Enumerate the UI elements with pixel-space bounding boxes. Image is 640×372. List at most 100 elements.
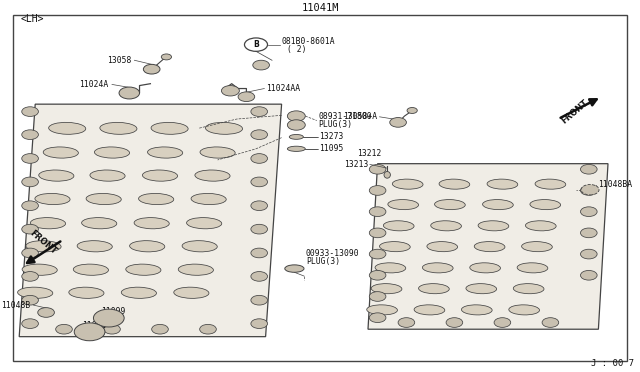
Circle shape bbox=[251, 154, 268, 163]
Ellipse shape bbox=[134, 218, 169, 229]
Text: 11024A: 11024A bbox=[79, 80, 109, 89]
Text: 13058+A: 13058+A bbox=[344, 112, 378, 121]
Ellipse shape bbox=[200, 147, 235, 158]
Ellipse shape bbox=[522, 241, 552, 252]
Circle shape bbox=[161, 54, 172, 60]
Ellipse shape bbox=[371, 283, 402, 294]
Ellipse shape bbox=[126, 264, 161, 275]
Ellipse shape bbox=[22, 264, 57, 275]
Circle shape bbox=[22, 248, 38, 258]
Circle shape bbox=[22, 224, 38, 234]
Ellipse shape bbox=[435, 199, 465, 210]
Ellipse shape bbox=[380, 241, 410, 252]
Ellipse shape bbox=[148, 147, 182, 158]
Circle shape bbox=[580, 228, 597, 238]
FancyBboxPatch shape bbox=[13, 15, 627, 361]
Ellipse shape bbox=[383, 221, 414, 231]
Text: (INT): (INT) bbox=[82, 328, 106, 337]
Circle shape bbox=[398, 318, 415, 327]
Ellipse shape bbox=[367, 305, 397, 315]
Circle shape bbox=[369, 292, 386, 301]
Ellipse shape bbox=[139, 193, 173, 205]
Text: 11099: 11099 bbox=[101, 307, 125, 316]
Text: 13273: 13273 bbox=[319, 132, 344, 141]
Circle shape bbox=[22, 272, 38, 281]
Circle shape bbox=[22, 201, 38, 211]
Circle shape bbox=[200, 324, 216, 334]
Text: (EXH): (EXH) bbox=[101, 314, 125, 323]
Ellipse shape bbox=[39, 170, 74, 181]
Circle shape bbox=[251, 201, 268, 211]
Ellipse shape bbox=[44, 147, 78, 158]
Circle shape bbox=[369, 164, 386, 174]
Ellipse shape bbox=[466, 283, 497, 294]
Circle shape bbox=[494, 318, 511, 327]
Circle shape bbox=[251, 224, 268, 234]
Ellipse shape bbox=[18, 287, 52, 298]
Circle shape bbox=[22, 154, 38, 163]
Ellipse shape bbox=[419, 283, 449, 294]
Circle shape bbox=[251, 177, 268, 187]
Text: FRONT: FRONT bbox=[28, 229, 58, 256]
Circle shape bbox=[253, 60, 269, 70]
Text: PLUG(3): PLUG(3) bbox=[319, 120, 353, 129]
Circle shape bbox=[581, 185, 599, 195]
Ellipse shape bbox=[31, 218, 65, 229]
Circle shape bbox=[38, 308, 54, 317]
Circle shape bbox=[104, 324, 120, 334]
Ellipse shape bbox=[100, 122, 137, 134]
Ellipse shape bbox=[525, 221, 556, 231]
Circle shape bbox=[580, 249, 597, 259]
Circle shape bbox=[251, 107, 268, 116]
Ellipse shape bbox=[191, 193, 226, 205]
Ellipse shape bbox=[179, 264, 213, 275]
Ellipse shape bbox=[388, 199, 419, 210]
Ellipse shape bbox=[182, 241, 217, 252]
Ellipse shape bbox=[487, 179, 518, 189]
Text: 13213: 13213 bbox=[344, 160, 368, 169]
Circle shape bbox=[287, 120, 305, 130]
Ellipse shape bbox=[422, 263, 453, 273]
Ellipse shape bbox=[470, 263, 500, 273]
Circle shape bbox=[74, 323, 105, 341]
Ellipse shape bbox=[95, 147, 129, 158]
Circle shape bbox=[152, 324, 168, 334]
Text: 11048B: 11048B bbox=[1, 301, 31, 310]
Ellipse shape bbox=[513, 283, 544, 294]
Ellipse shape bbox=[287, 146, 305, 151]
Circle shape bbox=[22, 177, 38, 187]
Ellipse shape bbox=[431, 221, 461, 231]
Text: 11024AA: 11024AA bbox=[266, 84, 300, 93]
Circle shape bbox=[369, 270, 386, 280]
Circle shape bbox=[580, 270, 597, 280]
Ellipse shape bbox=[49, 122, 86, 134]
Ellipse shape bbox=[517, 263, 548, 273]
Circle shape bbox=[542, 318, 559, 327]
Ellipse shape bbox=[26, 241, 61, 252]
Ellipse shape bbox=[195, 170, 230, 181]
Ellipse shape bbox=[143, 170, 177, 181]
Circle shape bbox=[119, 87, 140, 99]
Circle shape bbox=[143, 64, 160, 74]
Ellipse shape bbox=[289, 134, 303, 139]
Circle shape bbox=[221, 86, 239, 96]
Ellipse shape bbox=[82, 218, 116, 229]
Circle shape bbox=[390, 118, 406, 127]
Ellipse shape bbox=[187, 218, 221, 229]
Circle shape bbox=[251, 130, 268, 140]
Ellipse shape bbox=[77, 241, 112, 252]
Text: <LH>: <LH> bbox=[20, 14, 44, 23]
Circle shape bbox=[580, 186, 597, 195]
Text: 11041M: 11041M bbox=[301, 3, 339, 13]
Circle shape bbox=[251, 248, 268, 258]
Ellipse shape bbox=[285, 265, 304, 272]
Ellipse shape bbox=[90, 170, 125, 181]
Polygon shape bbox=[368, 164, 608, 329]
Ellipse shape bbox=[384, 171, 390, 178]
Ellipse shape bbox=[530, 199, 561, 210]
Ellipse shape bbox=[122, 287, 156, 298]
Circle shape bbox=[22, 130, 38, 140]
Text: 11048BA: 11048BA bbox=[598, 180, 632, 189]
Circle shape bbox=[251, 272, 268, 281]
Ellipse shape bbox=[474, 241, 505, 252]
